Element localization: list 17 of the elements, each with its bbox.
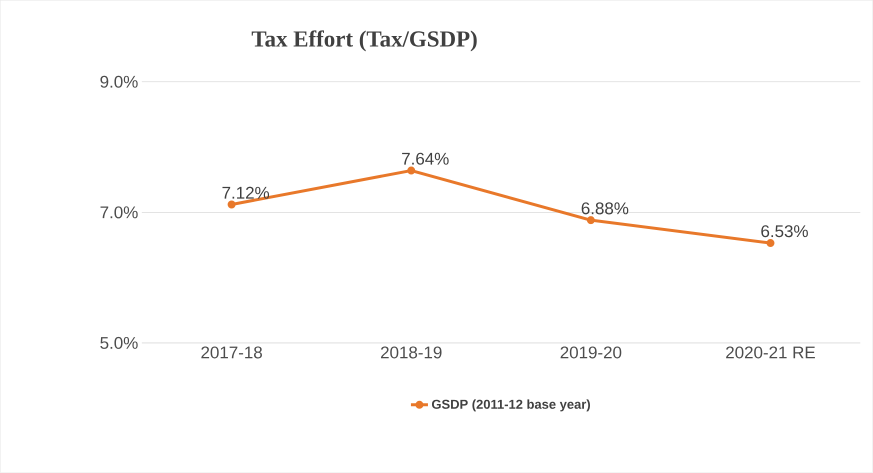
data-label: 6.53% [761,225,808,238]
chart-title: Tax Effort (Tax/GSDP) [252,30,477,52]
point [766,239,774,248]
point [228,200,236,209]
data-label: 7.12% [222,186,270,199]
y-tick-label: 5.0% [100,337,138,350]
x-tick-label: 2019-20 [560,346,622,359]
point [586,216,595,224]
data-label: 6.88% [582,202,628,214]
x-tick-label: 2018-19 [381,346,442,359]
data-label: 7.64% [402,152,449,165]
y-tick-label: 9.0% [100,76,138,88]
point [407,166,416,175]
x-tick-label: 2017-18 [201,346,262,359]
x-tick-label: 2020-21 RE [726,346,815,359]
y-tick-label: 7.0% [100,206,138,218]
legend-label: GSDP (2011-12 base year) [432,399,590,412]
